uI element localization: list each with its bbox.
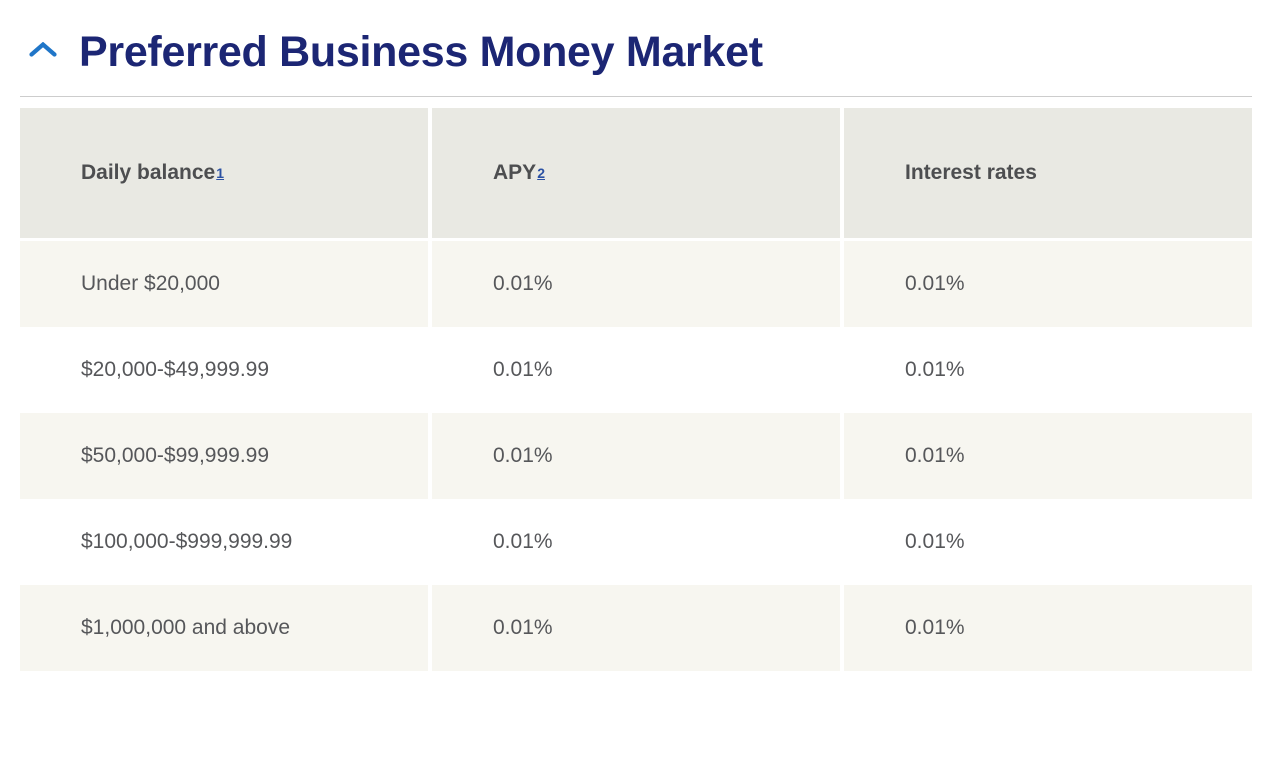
daily-balance-cell: $1,000,000 and above	[20, 585, 428, 671]
title-divider	[20, 96, 1252, 97]
table-row: Under $20,000 0.01% 0.01%	[20, 241, 1252, 327]
interest-rate-value: 0.01%	[905, 616, 965, 639]
column-header-label: Interest rates	[905, 161, 1037, 184]
daily-balance-cell: $50,000-$99,999.99	[20, 413, 428, 499]
column-header-daily-balance: Daily balance 1	[20, 108, 428, 238]
interest-rate-cell: 0.01%	[844, 585, 1252, 671]
interest-rate-value: 0.01%	[905, 272, 965, 295]
daily-balance-value: $20,000-$49,999.99	[81, 358, 270, 381]
column-header-label: APY	[493, 161, 537, 184]
table-row: $50,000-$99,999.99 0.01% 0.01%	[20, 413, 1252, 499]
daily-balance-cell: Under $20,000	[20, 241, 428, 327]
daily-balance-value: Under $20,000	[81, 272, 220, 295]
apy-value: 0.01%	[493, 358, 553, 381]
column-header-apy: APY 2	[432, 108, 840, 238]
table-header-row: Daily balance 1 APY 2 Interest rates	[20, 108, 1252, 238]
interest-rate-value: 0.01%	[905, 444, 965, 467]
footnote-1-link[interactable]: 1	[216, 165, 225, 181]
table-row: $100,000-$999,999.99 0.01% 0.01%	[20, 499, 1252, 585]
apy-cell: 0.01%	[432, 241, 840, 327]
apy-cell: 0.01%	[432, 499, 840, 585]
interest-rate-cell: 0.01%	[844, 413, 1252, 499]
section-title: Preferred Business Money Market	[79, 28, 763, 77]
apy-value: 0.01%	[493, 272, 553, 295]
daily-balance-value: $50,000-$99,999.99	[81, 444, 270, 467]
daily-balance-value: $100,000-$999,999.99	[81, 530, 293, 553]
chevron-up-icon[interactable]	[29, 41, 57, 57]
rates-table: Daily balance 1 APY 2 Interest rates Under…	[20, 108, 1252, 671]
daily-balance-value: $1,000,000 and above	[81, 616, 291, 639]
apy-cell: 0.01%	[432, 413, 840, 499]
daily-balance-cell: $20,000-$49,999.99	[20, 327, 428, 413]
interest-rate-cell: 0.01%	[844, 499, 1252, 585]
rates-section: Preferred Business Money Market Daily ba…	[20, 26, 1252, 671]
interest-rate-value: 0.01%	[905, 358, 965, 381]
column-header-interest-rates: Interest rates	[844, 108, 1252, 238]
apy-cell: 0.01%	[432, 327, 840, 413]
table-row: $1,000,000 and above 0.01% 0.01%	[20, 585, 1252, 671]
apy-value: 0.01%	[493, 616, 553, 639]
interest-rate-value: 0.01%	[905, 530, 965, 553]
column-header-label: Daily balance	[81, 161, 216, 184]
table-row: $20,000-$49,999.99 0.01% 0.01%	[20, 327, 1252, 413]
interest-rate-cell: 0.01%	[844, 327, 1252, 413]
apy-cell: 0.01%	[432, 585, 840, 671]
accordion-header[interactable]: Preferred Business Money Market	[20, 26, 1252, 80]
apy-value: 0.01%	[493, 530, 553, 553]
daily-balance-cell: $100,000-$999,999.99	[20, 499, 428, 585]
footnote-2-link[interactable]: 2	[537, 165, 545, 181]
interest-rate-cell: 0.01%	[844, 241, 1252, 327]
table-body: Under $20,000 0.01% 0.01% $20,000-$49,99…	[20, 241, 1252, 671]
apy-value: 0.01%	[493, 444, 553, 467]
